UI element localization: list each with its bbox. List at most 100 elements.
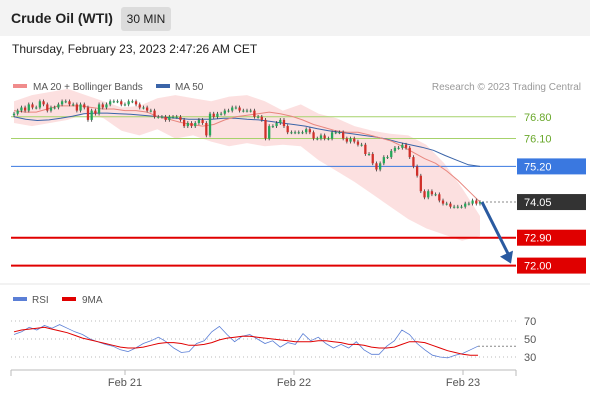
resistance-label: 76.10 bbox=[524, 134, 552, 146]
candle-body bbox=[316, 138, 319, 140]
candle-body bbox=[227, 110, 230, 112]
pivot-tag bbox=[517, 158, 586, 175]
candle-body bbox=[441, 200, 445, 204]
candle-body bbox=[27, 104, 30, 111]
candle-body bbox=[171, 116, 175, 118]
candle-body bbox=[397, 147, 400, 149]
candle-body bbox=[223, 110, 226, 114]
rsi-tick-label: 30 bbox=[524, 352, 536, 364]
rsi-legend-swatch bbox=[13, 297, 27, 301]
candle-body bbox=[423, 191, 426, 198]
candle-body bbox=[53, 107, 56, 109]
candle-body bbox=[464, 203, 467, 207]
candle-body bbox=[79, 104, 82, 111]
timeframe-badge[interactable]: 30 MIN bbox=[121, 7, 171, 31]
candle-body bbox=[360, 144, 363, 146]
candle-body bbox=[371, 154, 374, 164]
candle-body bbox=[212, 113, 215, 117]
candle-body bbox=[367, 154, 371, 155]
candle-body bbox=[216, 113, 219, 117]
candle-body bbox=[308, 129, 312, 133]
candle-body bbox=[131, 101, 134, 103]
candle-body bbox=[38, 101, 42, 108]
candle-body bbox=[412, 157, 415, 167]
candle-body bbox=[42, 101, 45, 105]
candle-body bbox=[349, 138, 352, 142]
candle-body bbox=[375, 163, 378, 170]
candle-body bbox=[112, 101, 116, 103]
candle-body bbox=[134, 101, 138, 105]
candle-body bbox=[105, 104, 108, 108]
candle-body bbox=[238, 107, 241, 111]
rsi-ma9-line bbox=[13, 326, 478, 356]
pivot-label: 75.20 bbox=[524, 161, 552, 173]
candle-body bbox=[264, 119, 267, 139]
candle-body bbox=[153, 110, 156, 117]
candle-body bbox=[260, 116, 263, 120]
candle-body bbox=[338, 132, 341, 134]
candle-body bbox=[323, 135, 326, 139]
rsi-tick-label: 70 bbox=[524, 316, 536, 328]
candle-body bbox=[168, 116, 171, 120]
candle-body bbox=[290, 132, 293, 134]
instrument-title: Crude Oil (WTI) bbox=[11, 10, 113, 26]
time-tick-label: Feb 21 bbox=[108, 377, 142, 389]
candle-body bbox=[471, 200, 474, 204]
candle-body bbox=[120, 101, 123, 105]
price-level-labels: 76.80 76.10 75.20 74.05 72.90 72.00 bbox=[517, 112, 586, 274]
candle-body bbox=[68, 101, 71, 105]
candlesticks bbox=[12, 99, 482, 209]
rsi-panel: 70 50 30 bbox=[11, 316, 536, 364]
rsi-legend-label: RSI bbox=[32, 295, 49, 306]
candle-body bbox=[378, 163, 382, 170]
candle-body bbox=[75, 104, 79, 111]
candle-body bbox=[20, 107, 23, 111]
candle-body bbox=[275, 123, 278, 127]
candle-body bbox=[419, 175, 422, 192]
candle-body bbox=[86, 107, 90, 120]
candle-body bbox=[342, 132, 345, 139]
candle-body bbox=[438, 194, 441, 201]
candle-body bbox=[16, 110, 19, 114]
ma9-legend-label: 9MA bbox=[82, 295, 103, 306]
forecast-arrow bbox=[480, 201, 513, 264]
candle-body bbox=[127, 101, 130, 105]
candle-body bbox=[271, 126, 275, 128]
ma20-legend-label: MA 20 + Bollinger Bands bbox=[33, 82, 143, 93]
candle-body bbox=[60, 101, 64, 105]
candle-body bbox=[149, 110, 152, 112]
candle-body bbox=[83, 104, 86, 108]
candle-body bbox=[109, 101, 112, 105]
candle-body bbox=[415, 166, 419, 176]
candle-body bbox=[319, 135, 323, 139]
candle-body bbox=[382, 157, 385, 164]
candle-body bbox=[434, 194, 437, 196]
candle-body bbox=[219, 113, 223, 115]
forecast-arrow-head bbox=[500, 250, 513, 264]
candle-body bbox=[46, 104, 49, 111]
support-tag bbox=[517, 229, 586, 246]
candle-body bbox=[430, 191, 434, 195]
candle-body bbox=[35, 107, 38, 109]
candle-body bbox=[231, 107, 234, 111]
candle-body bbox=[23, 107, 27, 111]
candle-body bbox=[427, 191, 430, 198]
candle-body bbox=[408, 147, 411, 158]
ma50-legend-swatch bbox=[156, 84, 170, 88]
candle-body bbox=[123, 104, 127, 106]
candle-body bbox=[201, 119, 204, 123]
candle-body bbox=[449, 203, 452, 207]
candle-body bbox=[393, 147, 397, 151]
candle-body bbox=[297, 132, 300, 134]
candle-body bbox=[208, 113, 212, 136]
price-levels bbox=[11, 116, 516, 267]
support-label: 72.00 bbox=[524, 261, 552, 273]
candle-body bbox=[467, 203, 471, 205]
time-axis-ticks: Feb 21 Feb 22 Feb 23 bbox=[108, 370, 480, 389]
candle-body bbox=[256, 116, 260, 118]
candle-body bbox=[305, 129, 308, 133]
credit-text: Research © 2023 Trading Central bbox=[432, 82, 581, 93]
forecast-arrow-shaft bbox=[480, 201, 511, 257]
ma20-legend-swatch bbox=[13, 84, 27, 88]
